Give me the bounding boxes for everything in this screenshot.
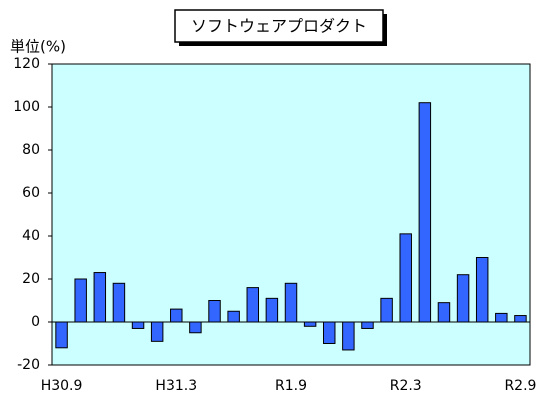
bar <box>380 297 393 323</box>
y-tick-label: 100 <box>13 99 40 115</box>
y-tick-label: 20 <box>22 271 40 287</box>
x-tick-label: H30.9 <box>41 378 83 394</box>
bar <box>131 321 145 329</box>
bar <box>208 300 221 323</box>
bar <box>93 272 107 323</box>
title-box <box>174 9 384 43</box>
bar <box>514 315 527 323</box>
bar <box>475 257 489 323</box>
bar <box>456 274 470 323</box>
bar <box>323 321 336 344</box>
bar <box>342 321 355 351</box>
bar <box>189 321 202 334</box>
bar <box>227 310 240 323</box>
y-tick-label: 60 <box>22 185 40 201</box>
bar <box>399 233 412 323</box>
bar <box>437 302 451 323</box>
bar <box>112 282 126 323</box>
y-tick-label: 120 <box>13 56 40 72</box>
y-tick-label: 0 <box>31 314 40 330</box>
bar <box>170 308 183 323</box>
bar <box>265 297 279 323</box>
x-tick-label: H31.3 <box>155 378 197 394</box>
y-axis-label: 単位(%) <box>10 38 66 56</box>
bar <box>303 321 317 327</box>
bar <box>418 102 432 323</box>
chart-title: ソフトウェアプロダクト <box>191 17 367 36</box>
x-tick-label: R2.3 <box>390 378 422 394</box>
y-tick-label: 40 <box>22 228 40 244</box>
bar <box>246 287 259 323</box>
bar <box>74 278 87 323</box>
bar <box>361 321 374 329</box>
x-tick-label: R1.9 <box>275 378 307 394</box>
bar <box>55 321 68 349</box>
y-tick-label: -20 <box>17 357 40 373</box>
y-tick-label: 80 <box>22 142 40 158</box>
bar <box>495 312 508 323</box>
bar <box>284 282 298 323</box>
x-tick-label: R2.9 <box>504 378 536 394</box>
bar <box>150 321 164 342</box>
